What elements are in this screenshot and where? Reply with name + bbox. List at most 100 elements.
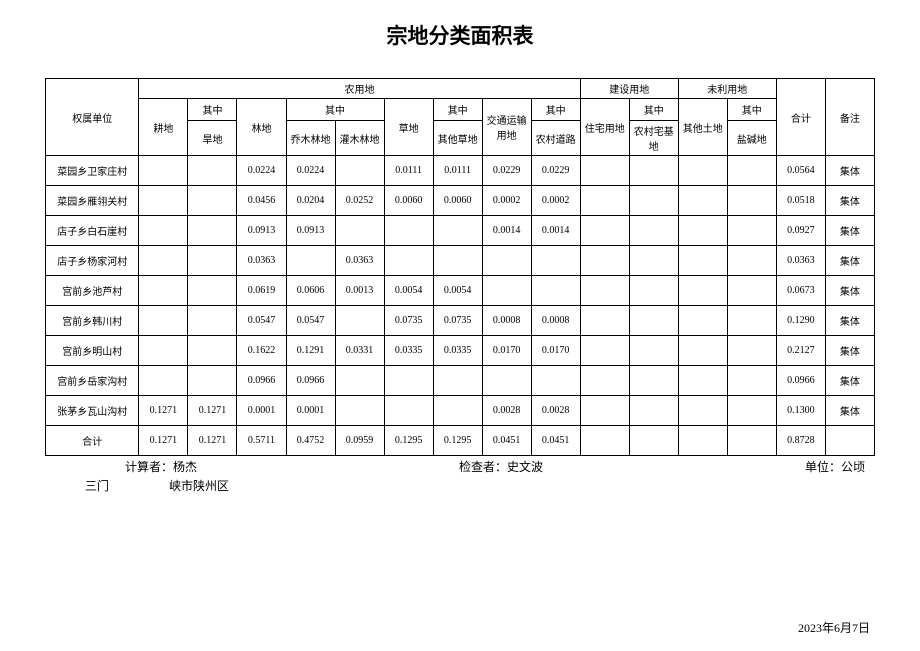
cell-zhuzhai [580, 306, 629, 336]
cell-qitacao [433, 246, 482, 276]
cell-nongcunzhai [629, 426, 678, 456]
cell-qitacao: 0.0060 [433, 186, 482, 216]
cell-nongcunzhai [629, 336, 678, 366]
cell-qiaomu: 0.4752 [286, 426, 335, 456]
cell-caodi: 0.0060 [384, 186, 433, 216]
unit-info: 单位：公顷 [805, 458, 865, 475]
cell-nongcundao [531, 366, 580, 396]
cell-qitacao: 0.0054 [433, 276, 482, 306]
cell-lindi: 0.0456 [237, 186, 286, 216]
cell-qiaomu: 0.0204 [286, 186, 335, 216]
row-label: 宫前乡韩川村 [46, 306, 139, 336]
cell-yanjian [727, 246, 776, 276]
cell-gengdi [139, 366, 188, 396]
cell-nongcundao: 0.0002 [531, 186, 580, 216]
hdr-gengdi: 耕地 [139, 99, 188, 156]
cell-nongcundao [531, 276, 580, 306]
cell-heji: 0.0518 [776, 186, 825, 216]
row-label: 店子乡杨家河村 [46, 246, 139, 276]
cell-remark: 集体 [825, 246, 874, 276]
region-2: 峡市陕州区 [169, 477, 229, 494]
hdr-nongcundao: 农村道路 [531, 121, 580, 156]
cell-gengdi [139, 216, 188, 246]
cell-guanmu: 0.0013 [335, 276, 384, 306]
cell-caodi [384, 396, 433, 426]
cell-nongcundao: 0.0229 [531, 156, 580, 186]
cell-qitatu [678, 336, 727, 366]
cell-remark: 集体 [825, 336, 874, 366]
hdr-jiaotong: 交通运输用地 [482, 99, 531, 156]
cell-qitatu [678, 426, 727, 456]
cell-nongcundao: 0.0014 [531, 216, 580, 246]
hdr-qz6: 其中 [727, 99, 776, 121]
cell-zhuzhai [580, 216, 629, 246]
land-area-table: 权属单位 农用地 建设用地 未利用地 合计 备注 耕地 其中 林地 其中 草地 … [45, 78, 875, 456]
cell-lindi: 0.0547 [237, 306, 286, 336]
row-label: 店子乡白石崖村 [46, 216, 139, 246]
cell-gengdi [139, 186, 188, 216]
cell-heji: 0.0673 [776, 276, 825, 306]
cell-qitatu [678, 216, 727, 246]
cell-heji: 0.0927 [776, 216, 825, 246]
cell-nongcundao: 0.0451 [531, 426, 580, 456]
cell-handi [188, 276, 237, 306]
cell-lindi: 0.0966 [237, 366, 286, 396]
cell-qitatu [678, 246, 727, 276]
row-label: 菜园乡雁翎关村 [46, 186, 139, 216]
cell-qitacao [433, 216, 482, 246]
table-row: 菜园乡雁翎关村0.04560.02040.02520.00600.00600.0… [46, 186, 875, 216]
hdr-qz4: 其中 [531, 99, 580, 121]
hdr-agri: 农用地 [139, 79, 580, 99]
cell-caodi [384, 216, 433, 246]
cell-nongcunzhai [629, 366, 678, 396]
cell-nongcunzhai [629, 156, 678, 186]
table-row: 菜园乡卫家庄村0.02240.02240.01110.01110.02290.0… [46, 156, 875, 186]
cell-caodi: 0.0335 [384, 336, 433, 366]
cell-zhuzhai [580, 336, 629, 366]
cell-yanjian [727, 426, 776, 456]
cell-jiaotong: 0.0229 [482, 156, 531, 186]
cell-qitacao: 0.0335 [433, 336, 482, 366]
cell-heji: 0.1290 [776, 306, 825, 336]
cell-nongcunzhai [629, 246, 678, 276]
hdr-remark: 备注 [825, 79, 874, 156]
footer-row-1: 计算者：杨杰 检查者：史文波 单位：公顷 [45, 458, 875, 475]
cell-yanjian [727, 216, 776, 246]
calc-info: 计算者：杨杰 [125, 458, 197, 475]
cell-guanmu: 0.0959 [335, 426, 384, 456]
cell-gengdi: 0.1271 [139, 396, 188, 426]
cell-nongcunzhai [629, 186, 678, 216]
cell-yanjian [727, 306, 776, 336]
cell-jiaotong [482, 276, 531, 306]
footer-date: 2023年6月7日 [798, 619, 870, 636]
hdr-nongcunzhai: 农村宅基地 [629, 121, 678, 156]
hdr-qitatu: 其他土地 [678, 99, 727, 156]
cell-yanjian [727, 366, 776, 396]
cell-handi [188, 186, 237, 216]
cell-yanjian [727, 186, 776, 216]
cell-guanmu: 0.0252 [335, 186, 384, 216]
cell-guanmu: 0.0363 [335, 246, 384, 276]
cell-qiaomu: 0.1291 [286, 336, 335, 366]
hdr-zhuzhai: 住宅用地 [580, 99, 629, 156]
cell-gengdi [139, 306, 188, 336]
cell-handi [188, 306, 237, 336]
footer-row-2: 三门 峡市陕州区 [45, 477, 875, 494]
cell-remark: 集体 [825, 366, 874, 396]
cell-qitatu [678, 366, 727, 396]
cell-nongcundao: 0.0008 [531, 306, 580, 336]
cell-heji: 0.0564 [776, 156, 825, 186]
cell-remark: 集体 [825, 216, 874, 246]
cell-lindi: 0.0224 [237, 156, 286, 186]
cell-yanjian [727, 396, 776, 426]
cell-qitatu [678, 156, 727, 186]
cell-qitacao: 0.1295 [433, 426, 482, 456]
cell-qiaomu: 0.0001 [286, 396, 335, 426]
cell-yanjian [727, 276, 776, 306]
cell-qiaomu: 0.0224 [286, 156, 335, 186]
cell-guanmu [335, 366, 384, 396]
row-label: 合计 [46, 426, 139, 456]
cell-lindi: 0.5711 [237, 426, 286, 456]
cell-caodi [384, 246, 433, 276]
cell-nongcundao: 0.0170 [531, 336, 580, 366]
